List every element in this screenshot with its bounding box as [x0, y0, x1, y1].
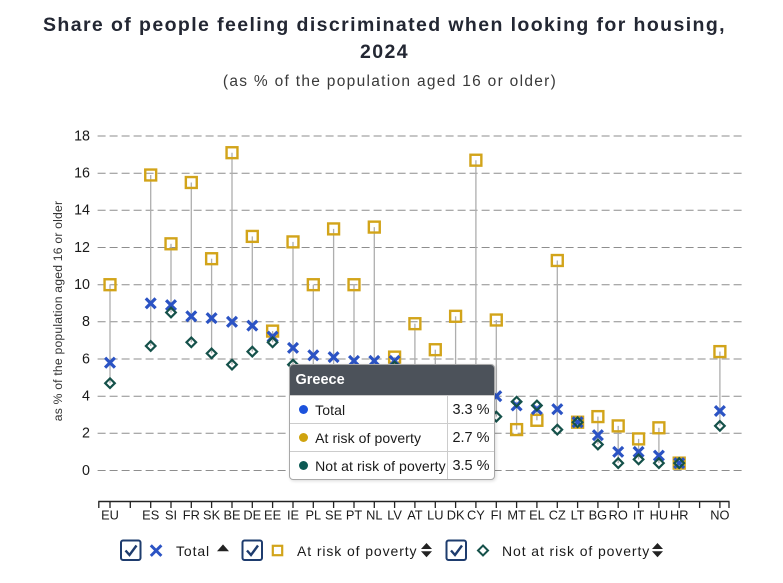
svg-text:DK: DK: [447, 508, 465, 523]
svg-text:EL: EL: [529, 508, 545, 523]
svg-text:RO: RO: [609, 508, 628, 523]
svg-text:BG: BG: [589, 508, 608, 523]
svg-text:NO: NO: [710, 508, 729, 523]
svg-text:ES: ES: [142, 508, 159, 523]
svg-text:2: 2: [82, 426, 90, 442]
svg-text:DE: DE: [243, 508, 261, 523]
svg-text:18: 18: [74, 128, 90, 144]
svg-text:NL: NL: [366, 508, 382, 523]
svg-text:CZ: CZ: [549, 508, 566, 523]
svg-text:12: 12: [74, 240, 90, 256]
svg-text:PL: PL: [305, 508, 321, 523]
svg-text:4: 4: [82, 389, 90, 405]
svg-text:6: 6: [82, 351, 90, 367]
svg-text:HR: HR: [670, 508, 688, 523]
svg-text:SE: SE: [325, 508, 342, 523]
svg-text:Not at risk of poverty: Not at risk of poverty: [502, 543, 650, 559]
svg-text:BE: BE: [223, 508, 240, 523]
svg-text:SK: SK: [203, 508, 221, 523]
svg-text:FR: FR: [183, 508, 200, 523]
svg-text:IE: IE: [287, 508, 299, 523]
svg-text:MT: MT: [507, 508, 526, 523]
svg-text:IT: IT: [633, 508, 645, 523]
svg-text:EU: EU: [101, 508, 119, 523]
svg-text:At risk of poverty: At risk of poverty: [297, 543, 417, 559]
svg-text:10: 10: [74, 277, 90, 293]
svg-text:SI: SI: [165, 508, 177, 523]
svg-text:LU: LU: [427, 508, 443, 523]
svg-text:8: 8: [82, 314, 90, 330]
svg-text:LV: LV: [387, 508, 402, 523]
svg-text:PT: PT: [346, 508, 363, 523]
svg-text:LT: LT: [571, 508, 585, 523]
svg-text:Total: Total: [176, 543, 210, 559]
svg-text:as % of the population aged 16: as % of the population aged 16 or older: [51, 201, 65, 422]
svg-text:CY: CY: [467, 508, 485, 523]
svg-text:AT: AT: [407, 508, 423, 523]
svg-text:FI: FI: [491, 508, 502, 523]
svg-text:EE: EE: [264, 508, 281, 523]
svg-text:0: 0: [82, 463, 90, 479]
svg-text:16: 16: [74, 166, 90, 182]
svg-text:14: 14: [74, 203, 90, 219]
svg-text:HU: HU: [650, 508, 668, 523]
